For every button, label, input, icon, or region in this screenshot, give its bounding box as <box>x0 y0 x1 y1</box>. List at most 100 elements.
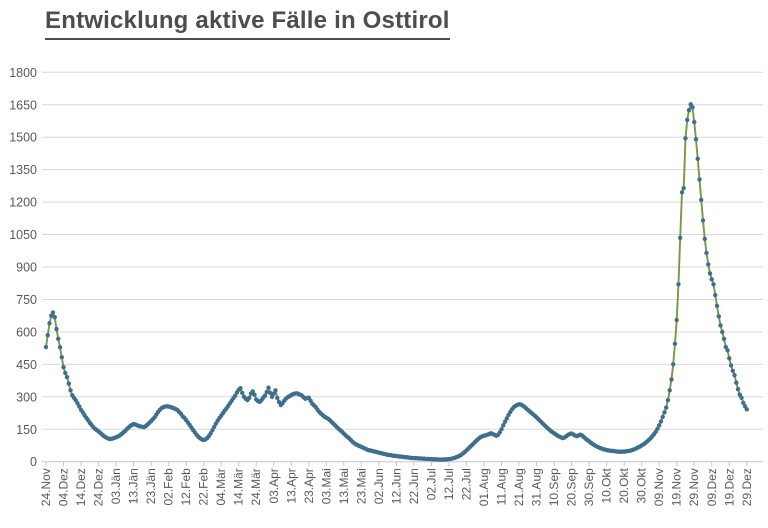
x-tick-label: 22.Jul <box>459 468 473 500</box>
data-point-marker <box>501 423 506 428</box>
data-point-marker <box>238 385 243 391</box>
data-point-marker <box>676 282 681 287</box>
data-point-marker <box>271 391 276 396</box>
data-point-marker <box>664 405 669 410</box>
data-point-marker <box>264 389 269 395</box>
y-tick-label: 0 <box>30 455 37 469</box>
data-point-marker <box>660 414 665 420</box>
x-tick-label: 13.Jän <box>127 468 141 504</box>
data-point-marker <box>679 190 685 195</box>
x-tick-label: 04.Dez <box>57 468 71 506</box>
data-point-marker <box>734 380 739 385</box>
y-tick-label: 750 <box>16 293 37 307</box>
y-tick-label: 1350 <box>9 163 37 177</box>
data-point-marker <box>59 355 64 360</box>
data-point-marker <box>56 336 61 342</box>
data-point-marker <box>699 197 704 203</box>
x-tick-label: 29.Nov <box>687 468 701 506</box>
data-point-marker <box>695 156 700 162</box>
x-tick-label: 13.Apr <box>284 468 298 503</box>
data-point-marker <box>678 235 683 240</box>
data-point-marker <box>75 401 80 406</box>
x-tick-label: 23.Mai <box>354 468 368 504</box>
x-tick-label: 21.Aug <box>512 468 526 506</box>
y-tick-label: 1500 <box>9 131 37 145</box>
x-tick-label: 09.Nov <box>652 468 666 506</box>
data-point-marker <box>49 313 54 318</box>
data-point-marker <box>64 374 70 380</box>
data-point-marker <box>713 292 718 298</box>
x-tick-label: 10.Okt <box>600 468 614 504</box>
data-point-marker <box>497 430 502 435</box>
data-point-marker <box>61 364 66 370</box>
data-point-marker <box>211 424 217 430</box>
x-tick-label: 14.Dez <box>74 468 88 506</box>
data-point-marker <box>240 390 245 396</box>
data-point-marker <box>669 377 674 382</box>
x-tick-label: 24.Mär <box>249 468 263 505</box>
data-point-marker <box>728 363 734 368</box>
data-point-marker <box>690 105 695 110</box>
data-point-marker <box>716 314 721 319</box>
data-point-marker <box>43 344 49 350</box>
data-point-marker <box>706 262 711 267</box>
data-point-marker <box>744 407 749 412</box>
data-point-marker <box>275 395 280 401</box>
data-point-marker <box>665 397 671 403</box>
x-tick-label: 03.Jän <box>109 468 123 504</box>
data-point-marker <box>681 185 686 191</box>
data-point-marker <box>657 423 662 428</box>
data-point-marker <box>268 390 273 396</box>
y-tick-label: 1200 <box>9 196 37 210</box>
x-tick-label: 23.Apr <box>302 468 316 503</box>
data-point-marker <box>667 388 672 393</box>
data-point-marker <box>702 236 707 242</box>
x-tick-label: 13.Mai <box>337 468 351 504</box>
data-point-marker <box>210 427 215 433</box>
x-tick-label: 30.Okt <box>635 468 649 504</box>
x-tick-label: 12.Jul <box>442 468 456 500</box>
y-tick-label: 150 <box>16 423 37 437</box>
data-point-marker <box>714 303 720 309</box>
data-point-marker <box>52 314 57 320</box>
data-point-marker <box>499 427 504 432</box>
x-tick-label: 19.Nov <box>670 468 684 506</box>
data-point-marker <box>662 410 667 415</box>
data-point-marker <box>697 177 702 182</box>
data-point-marker <box>262 393 268 398</box>
y-tick-label: 1050 <box>9 228 37 242</box>
data-point-marker <box>504 416 509 421</box>
x-tick-label: 02.Jun <box>372 468 386 504</box>
data-point-marker <box>709 277 714 282</box>
data-point-marker <box>720 329 725 335</box>
x-tick-label: 02.Jul <box>424 468 438 500</box>
data-point-marker <box>718 323 723 328</box>
data-point-marker <box>252 392 257 397</box>
y-tick-label: 600 <box>16 325 37 339</box>
data-point-marker <box>727 356 732 361</box>
data-point-marker <box>655 426 660 432</box>
data-point-marker <box>692 119 697 125</box>
data-point-marker <box>685 117 690 123</box>
data-point-marker <box>266 385 271 390</box>
x-tick-label: 29.Dez <box>740 468 754 506</box>
x-tick-label: 20.Sep <box>565 468 579 506</box>
data-point-marker <box>77 404 82 409</box>
x-tick-label: 22.Feb <box>197 468 211 506</box>
y-tick-label: 450 <box>16 358 37 372</box>
data-point-marker <box>658 419 664 424</box>
title-wrap: Entwicklung aktive Fälle in Osttirol <box>45 7 450 40</box>
y-tick-label: 1650 <box>9 98 37 112</box>
data-point-marker <box>672 341 678 346</box>
data-point-marker <box>686 107 692 113</box>
x-tick-label: 02.Feb <box>162 468 176 506</box>
data-point-marker <box>700 218 706 223</box>
x-tick-label: 04.Mär <box>214 468 228 505</box>
x-tick-label: 03.Apr <box>267 468 281 503</box>
data-point-marker <box>741 400 746 406</box>
data-point-marker <box>247 395 252 401</box>
data-point-marker <box>711 282 716 287</box>
data-point-marker <box>723 344 728 350</box>
data-point-marker <box>707 271 713 276</box>
